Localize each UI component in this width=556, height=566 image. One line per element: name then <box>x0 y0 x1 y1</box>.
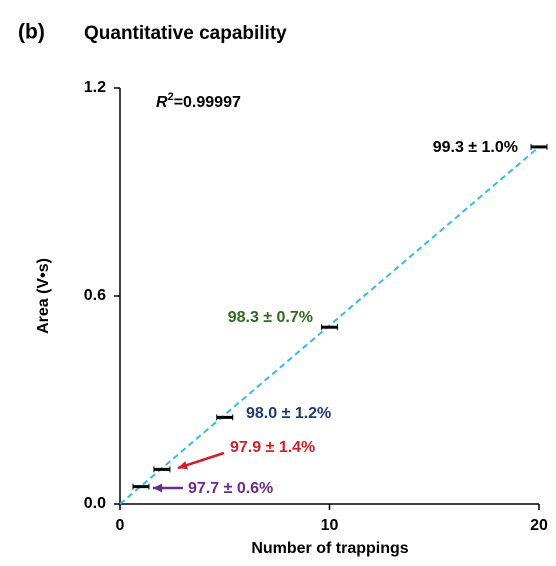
r-squared: R2=0.99997 <box>156 91 241 111</box>
annotation: 98.3 ± 0.7% <box>228 309 313 326</box>
arrow-head <box>178 461 188 470</box>
x-tick-label: 20 <box>530 517 548 534</box>
arrow-head <box>153 483 163 493</box>
y-tick-label: 0.0 <box>84 495 106 512</box>
x-axis-label: Number of trappings <box>251 540 408 557</box>
y-tick-label: 1.2 <box>84 79 106 96</box>
y-axis-label: Area (V•s) <box>35 258 52 334</box>
panel-label: (b) <box>18 21 45 44</box>
chart-title: Quantitative capability <box>84 23 287 44</box>
fit-line <box>119 146 540 505</box>
r-value: =0.99997 <box>174 94 241 111</box>
x-tick-label: 0 <box>116 517 125 534</box>
r-exponent: 2 <box>168 91 174 103</box>
annotation: 97.9 ± 1.4% <box>230 439 315 456</box>
y-tick-label: 0.6 <box>84 287 106 304</box>
r-symbol: R <box>156 94 168 111</box>
annotation: 98.0 ± 1.2% <box>246 405 331 422</box>
x-tick-label: 10 <box>321 517 339 534</box>
annotation: 99.3 ± 1.0% <box>433 139 518 156</box>
annotation: 97.7 ± 0.6% <box>188 480 273 497</box>
